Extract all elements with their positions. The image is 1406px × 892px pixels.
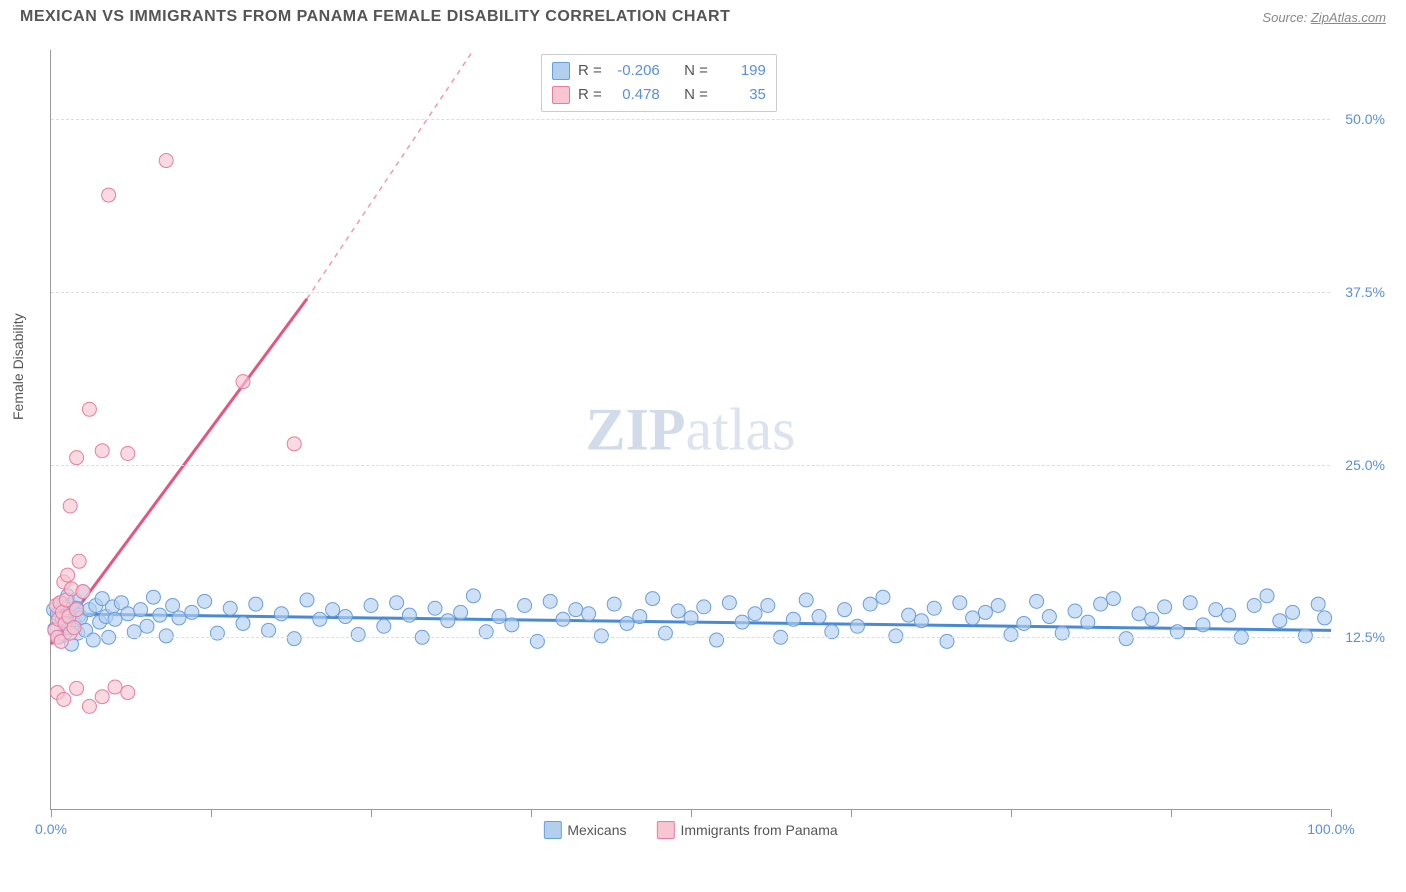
swatch-panama (552, 86, 570, 104)
x-tick-label: 100.0% (1307, 821, 1354, 837)
chart-svg (51, 50, 1331, 810)
x-tick (1011, 809, 1012, 817)
gridline-h (51, 637, 1330, 638)
swatch-mexicans (552, 62, 570, 80)
x-tick (211, 809, 212, 817)
x-tick (531, 809, 532, 817)
y-tick-label: 12.5% (1345, 629, 1385, 645)
legend-item-mexicans: Mexicans (543, 821, 626, 839)
source-link[interactable]: ZipAtlas.com (1311, 10, 1386, 25)
chart-title: MEXICAN VS IMMIGRANTS FROM PANAMA FEMALE… (20, 8, 730, 26)
gridline-h (51, 119, 1330, 120)
x-tick (51, 809, 52, 817)
r-value-mexicans: -0.206 (610, 59, 660, 83)
stats-row-mexicans: R = -0.206 N = 199 (552, 59, 766, 83)
gridline-h (51, 465, 1330, 466)
n-value-mexicans: 199 (716, 59, 766, 83)
x-tick (1331, 809, 1332, 817)
correlation-stats-box: R = -0.206 N = 199 R = 0.478 N = 35 (541, 54, 777, 112)
r-value-panama: 0.478 (610, 83, 660, 107)
n-value-panama: 35 (716, 83, 766, 107)
gridline-h (51, 292, 1330, 293)
x-tick (1171, 809, 1172, 817)
y-axis-label: Female Disability (10, 313, 26, 420)
swatch-mexicans-icon (543, 821, 561, 839)
x-tick (371, 809, 372, 817)
swatch-panama-icon (656, 821, 674, 839)
source-attribution: Source: ZipAtlas.com (1262, 10, 1386, 25)
bottom-legend: Mexicans Immigrants from Panama (543, 821, 837, 839)
x-tick (851, 809, 852, 817)
plot-area: ZIPatlas R = -0.206 N = 199 R = 0.478 (50, 50, 1330, 810)
plot-container: ZIPatlas R = -0.206 N = 199 R = 0.478 (50, 50, 1370, 830)
y-tick-label: 25.0% (1345, 457, 1385, 473)
legend-item-panama: Immigrants from Panama (656, 821, 837, 839)
y-tick-label: 50.0% (1345, 111, 1385, 127)
x-tick (691, 809, 692, 817)
stats-row-panama: R = 0.478 N = 35 (552, 83, 766, 107)
x-tick-label: 0.0% (35, 821, 67, 837)
y-tick-label: 37.5% (1345, 284, 1385, 300)
